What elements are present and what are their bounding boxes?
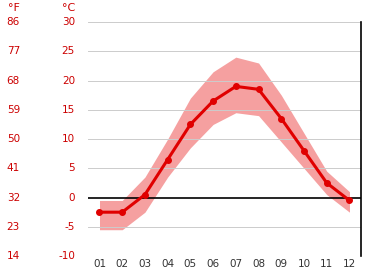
Text: 32: 32 (7, 192, 20, 203)
Text: 23: 23 (7, 222, 20, 232)
Text: 59: 59 (7, 105, 20, 115)
Text: 14: 14 (7, 251, 20, 261)
Text: 30: 30 (62, 17, 75, 27)
Text: 10: 10 (62, 134, 75, 144)
Text: 86: 86 (7, 17, 20, 27)
Text: 15: 15 (62, 105, 75, 115)
Text: 77: 77 (7, 46, 20, 56)
Text: 5: 5 (68, 163, 75, 173)
Text: °C: °C (62, 3, 75, 13)
Text: 20: 20 (62, 76, 75, 85)
Text: 41: 41 (7, 163, 20, 173)
Text: 0: 0 (69, 192, 75, 203)
Text: 50: 50 (7, 134, 20, 144)
Text: °F: °F (8, 3, 20, 13)
Text: -5: -5 (65, 222, 75, 232)
Text: -10: -10 (58, 251, 75, 261)
Text: 25: 25 (62, 46, 75, 56)
Text: 68: 68 (7, 76, 20, 85)
